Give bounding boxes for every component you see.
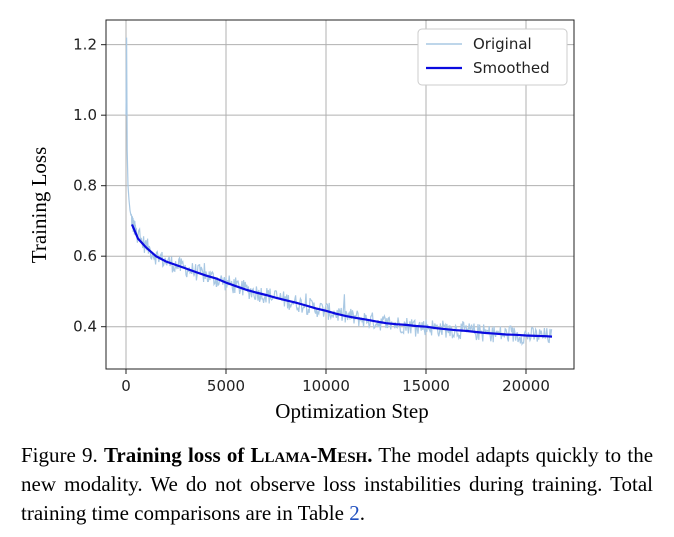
y-tick-label: 0.6 [73, 247, 97, 265]
y-tick-label: 0.8 [73, 177, 97, 195]
y-tick-label: 1.0 [73, 106, 97, 124]
caption-title: Training loss of Llama-Mesh. [103, 443, 373, 467]
training-loss-chart: 0 5000 10000 15000 20000 0.4 0.6 0.8 1.0 1.2 Opti… [27, 19, 575, 423]
plot-frame [105, 19, 575, 370]
caption-body: The model adapts quickly to the new moda… [21, 443, 654, 525]
model-name: Llama-Mesh. [250, 443, 373, 467]
legend: Original Smoothed [417, 28, 568, 86]
legend-label-original: Original [473, 35, 532, 53]
legend-box [417, 28, 568, 86]
series-layer [125, 37, 553, 347]
figure-caption: Figure 9. Training loss of Llama-Mesh. T… [21, 443, 654, 525]
x-tick-label: 5000 [207, 377, 245, 395]
x-tick-label: 10000 [302, 377, 350, 395]
x-axis-label: Optimization Step [275, 399, 428, 423]
x-tick-label: 15000 [402, 377, 450, 395]
y-tick-label: 0.4 [73, 318, 97, 336]
legend-label-smoothed: Smoothed [473, 59, 550, 77]
axis-ticks: 0 5000 10000 15000 20000 0.4 0.6 0.8 1.0 1.2 [73, 36, 550, 395]
y-axis-label: Training Loss [27, 147, 51, 264]
x-tick-label: 20000 [502, 377, 550, 395]
y-tick-label: 1.2 [73, 36, 97, 54]
figure-label: Figure 9. [21, 443, 98, 467]
series-smoothed-line [130, 224, 553, 338]
x-tick-label: 0 [121, 377, 131, 395]
table-reference-link[interactable]: 2 [349, 501, 360, 525]
